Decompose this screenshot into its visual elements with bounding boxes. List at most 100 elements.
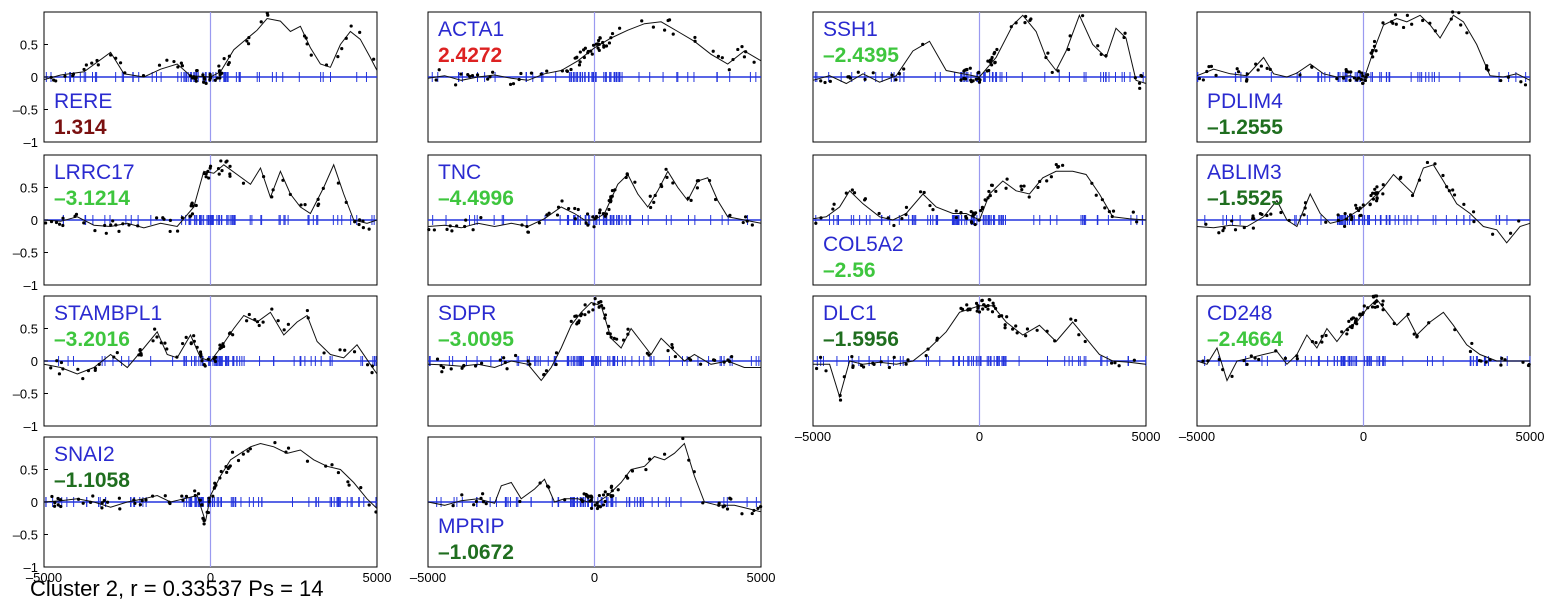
data-point xyxy=(81,501,85,505)
data-point xyxy=(554,351,559,355)
data-point xyxy=(225,159,229,163)
data-point xyxy=(1035,328,1039,332)
data-points xyxy=(814,162,1139,228)
data-point xyxy=(1233,228,1238,232)
data-point xyxy=(838,393,842,398)
data-point xyxy=(76,497,81,501)
data-point xyxy=(471,228,475,232)
data-point xyxy=(556,205,561,209)
data-point xyxy=(513,353,518,358)
data-point xyxy=(660,184,664,189)
data-point xyxy=(610,194,614,198)
data-point xyxy=(1096,44,1100,48)
data-point xyxy=(1104,53,1108,58)
data-point xyxy=(576,207,580,212)
score-label: –4.4996 xyxy=(438,187,514,210)
data-point xyxy=(138,348,142,353)
data-point xyxy=(906,358,910,362)
data-point xyxy=(601,493,606,497)
data-point xyxy=(463,224,467,229)
data-point xyxy=(61,216,65,220)
data-point xyxy=(597,48,601,52)
data-point xyxy=(357,218,362,222)
data-point xyxy=(602,43,606,48)
data-point xyxy=(1375,185,1379,189)
gene-label: LRRC17 xyxy=(54,161,135,184)
data-point xyxy=(1441,173,1445,178)
data-point xyxy=(582,55,586,60)
data-point xyxy=(109,223,113,227)
data-point xyxy=(1488,358,1492,362)
data-point xyxy=(226,466,230,471)
data-point xyxy=(257,323,261,328)
panel-stambpl1: STAMBPL1 –3.2016 –1 –0.5 0 0.5 xyxy=(13,295,378,434)
data-point xyxy=(872,362,876,366)
data-point xyxy=(1245,362,1249,366)
data-point xyxy=(1022,184,1026,188)
data-point xyxy=(57,372,62,376)
data-point xyxy=(1249,354,1253,358)
x-tick-label: –5000 xyxy=(26,570,62,585)
data-point xyxy=(935,338,939,342)
data-point xyxy=(462,364,466,368)
data-point xyxy=(163,494,167,498)
y-tick-label: 0 xyxy=(31,213,38,228)
data-point xyxy=(188,74,193,78)
data-point xyxy=(1066,47,1071,52)
data-point xyxy=(1110,361,1114,365)
data-point xyxy=(1371,197,1376,201)
data-point xyxy=(440,370,444,374)
data-point xyxy=(221,342,225,346)
y-tick-label: –0.5 xyxy=(13,528,38,543)
data-point xyxy=(1470,341,1474,346)
data-point xyxy=(1499,78,1503,83)
data-point xyxy=(266,13,270,17)
data-point xyxy=(437,68,441,72)
data-point xyxy=(924,354,928,358)
data-point xyxy=(597,38,601,43)
data-point xyxy=(597,305,601,309)
data-point xyxy=(1201,78,1205,82)
data-point xyxy=(1375,199,1379,203)
data-point xyxy=(1204,222,1208,226)
data-point xyxy=(928,203,932,208)
data-point xyxy=(1355,322,1359,326)
data-point xyxy=(1068,34,1072,38)
data-point xyxy=(959,78,963,82)
data-point xyxy=(1406,312,1410,316)
data-point xyxy=(607,41,612,45)
data-point xyxy=(1421,18,1425,23)
data-point xyxy=(971,214,975,218)
data-point xyxy=(1236,70,1241,74)
score-label: –3.1214 xyxy=(54,187,130,210)
data-point xyxy=(988,194,992,198)
data-point xyxy=(317,202,321,206)
data-point xyxy=(1381,192,1385,196)
data-point xyxy=(593,503,597,507)
data-point xyxy=(598,36,602,40)
data-point xyxy=(203,77,207,81)
data-point xyxy=(1401,25,1406,30)
data-point xyxy=(973,222,977,227)
data-point xyxy=(609,335,613,339)
data-point xyxy=(1499,363,1503,367)
data-point xyxy=(1375,192,1379,196)
data-point xyxy=(1221,228,1225,233)
data-point xyxy=(190,76,195,80)
figure-caption: Cluster 2, r = 0.33537 Ps = 14 xyxy=(30,576,324,601)
data-point xyxy=(286,322,290,326)
data-point xyxy=(1269,212,1273,216)
data-point xyxy=(1314,341,1318,345)
data-point xyxy=(563,498,567,502)
data-point xyxy=(474,499,479,504)
data-point xyxy=(194,203,198,208)
data-point xyxy=(61,367,65,371)
data-point xyxy=(823,80,827,85)
data-point xyxy=(745,219,749,223)
data-point xyxy=(598,211,602,215)
data-point xyxy=(1471,210,1476,214)
data-point xyxy=(202,171,206,176)
data-point xyxy=(271,188,275,192)
data-point xyxy=(1133,76,1137,80)
data-point xyxy=(52,78,56,82)
